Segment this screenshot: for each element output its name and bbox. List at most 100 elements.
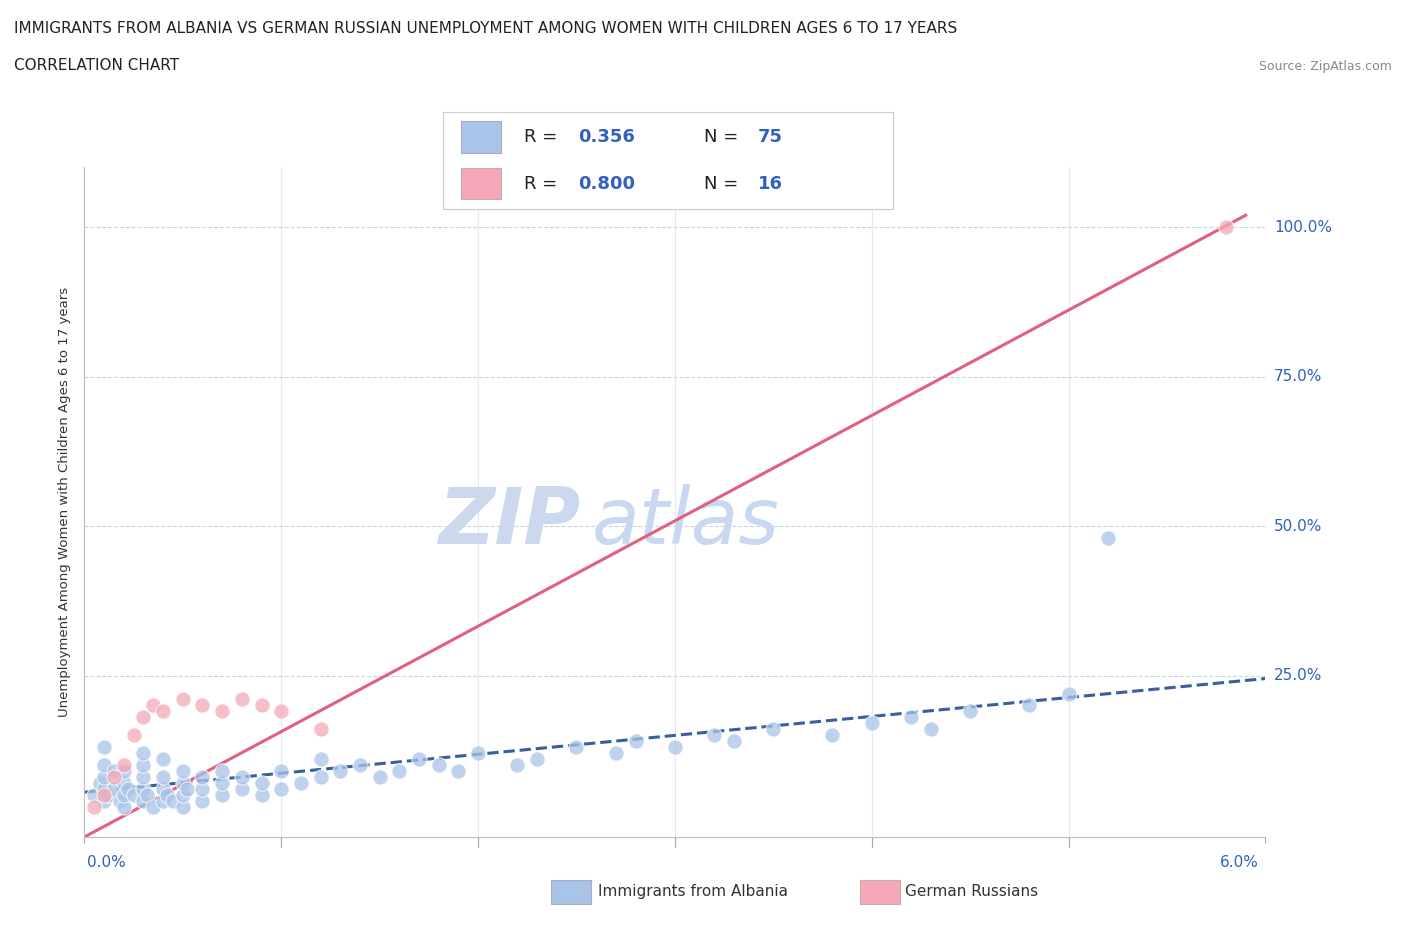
Point [526,751,548,766]
Text: IMMIGRANTS FROM ALBANIA VS GERMAN RUSSIAN UNEMPLOYMENT AMONG WOMEN WITH CHILDREN: IMMIGRANTS FROM ALBANIA VS GERMAN RUSSIA… [14,20,957,35]
Text: 16: 16 [758,175,783,193]
Text: 0.800: 0.800 [578,175,636,193]
Point [176,782,198,797]
Point [703,728,725,743]
Point [132,782,155,797]
Point [83,788,105,803]
Point [122,788,145,803]
Text: R =: R = [524,175,562,193]
Point [83,800,105,815]
Point [172,800,194,815]
Point [762,722,785,737]
Point [112,764,135,778]
Point [93,770,115,785]
Point [250,776,273,790]
FancyBboxPatch shape [461,168,502,200]
Point [132,746,155,761]
Point [117,782,139,797]
Point [112,788,135,803]
Point [231,692,253,707]
Point [270,782,292,797]
Point [565,740,588,755]
Point [191,793,214,808]
Point [211,776,233,790]
Point [93,793,115,808]
Text: ZIP: ZIP [439,485,581,560]
Point [270,704,292,719]
Point [132,710,155,724]
Point [427,758,450,773]
Text: 50.0%: 50.0% [1274,519,1322,534]
Point [172,764,194,778]
Point [270,764,292,778]
Text: 100.0%: 100.0% [1274,219,1331,234]
Point [349,758,371,773]
Point [93,740,115,755]
Point [112,776,135,790]
Text: N =: N = [704,128,744,146]
Text: 25.0%: 25.0% [1274,668,1322,683]
Point [408,751,430,766]
Text: German Russians: German Russians [905,884,1039,899]
Y-axis label: Unemployment Among Women with Children Ages 6 to 17 years: Unemployment Among Women with Children A… [58,287,72,717]
Point [250,698,273,713]
Point [211,704,233,719]
Point [860,716,883,731]
Point [1057,686,1080,701]
Point [152,704,174,719]
Point [309,722,332,737]
Point [447,764,470,778]
Point [467,746,489,761]
Point [142,800,165,815]
Point [97,788,120,803]
Point [231,782,253,797]
Text: 0.356: 0.356 [578,128,634,146]
Point [112,758,135,773]
FancyBboxPatch shape [461,122,502,153]
Text: 75: 75 [758,128,783,146]
Text: R =: R = [524,128,562,146]
Point [1018,698,1040,713]
Text: Immigrants from Albania: Immigrants from Albania [598,884,787,899]
Point [211,788,233,803]
Point [624,734,647,749]
Point [506,758,529,773]
Point [290,776,312,790]
Text: N =: N = [704,175,744,193]
Point [920,722,942,737]
Point [89,776,111,790]
Point [388,764,411,778]
Point [959,704,981,719]
Point [132,770,155,785]
Point [172,776,194,790]
Point [309,751,332,766]
Point [108,793,131,808]
Text: 0.0%: 0.0% [87,855,127,870]
Point [152,782,174,797]
Point [664,740,686,755]
Point [93,758,115,773]
Point [122,728,145,743]
Point [1097,531,1119,546]
Point [172,692,194,707]
Text: atlas: atlas [592,485,780,560]
Point [103,782,125,797]
Point [142,698,165,713]
Point [152,751,174,766]
Text: Source: ZipAtlas.com: Source: ZipAtlas.com [1258,60,1392,73]
Text: 75.0%: 75.0% [1274,369,1322,384]
Point [723,734,745,749]
Point [1215,219,1237,234]
Point [112,800,135,815]
Point [250,788,273,803]
Point [93,788,115,803]
Point [821,728,844,743]
Point [132,793,155,808]
Point [103,764,125,778]
Point [93,782,115,797]
Point [191,770,214,785]
Point [309,770,332,785]
Point [231,770,253,785]
Point [605,746,627,761]
Point [156,788,179,803]
